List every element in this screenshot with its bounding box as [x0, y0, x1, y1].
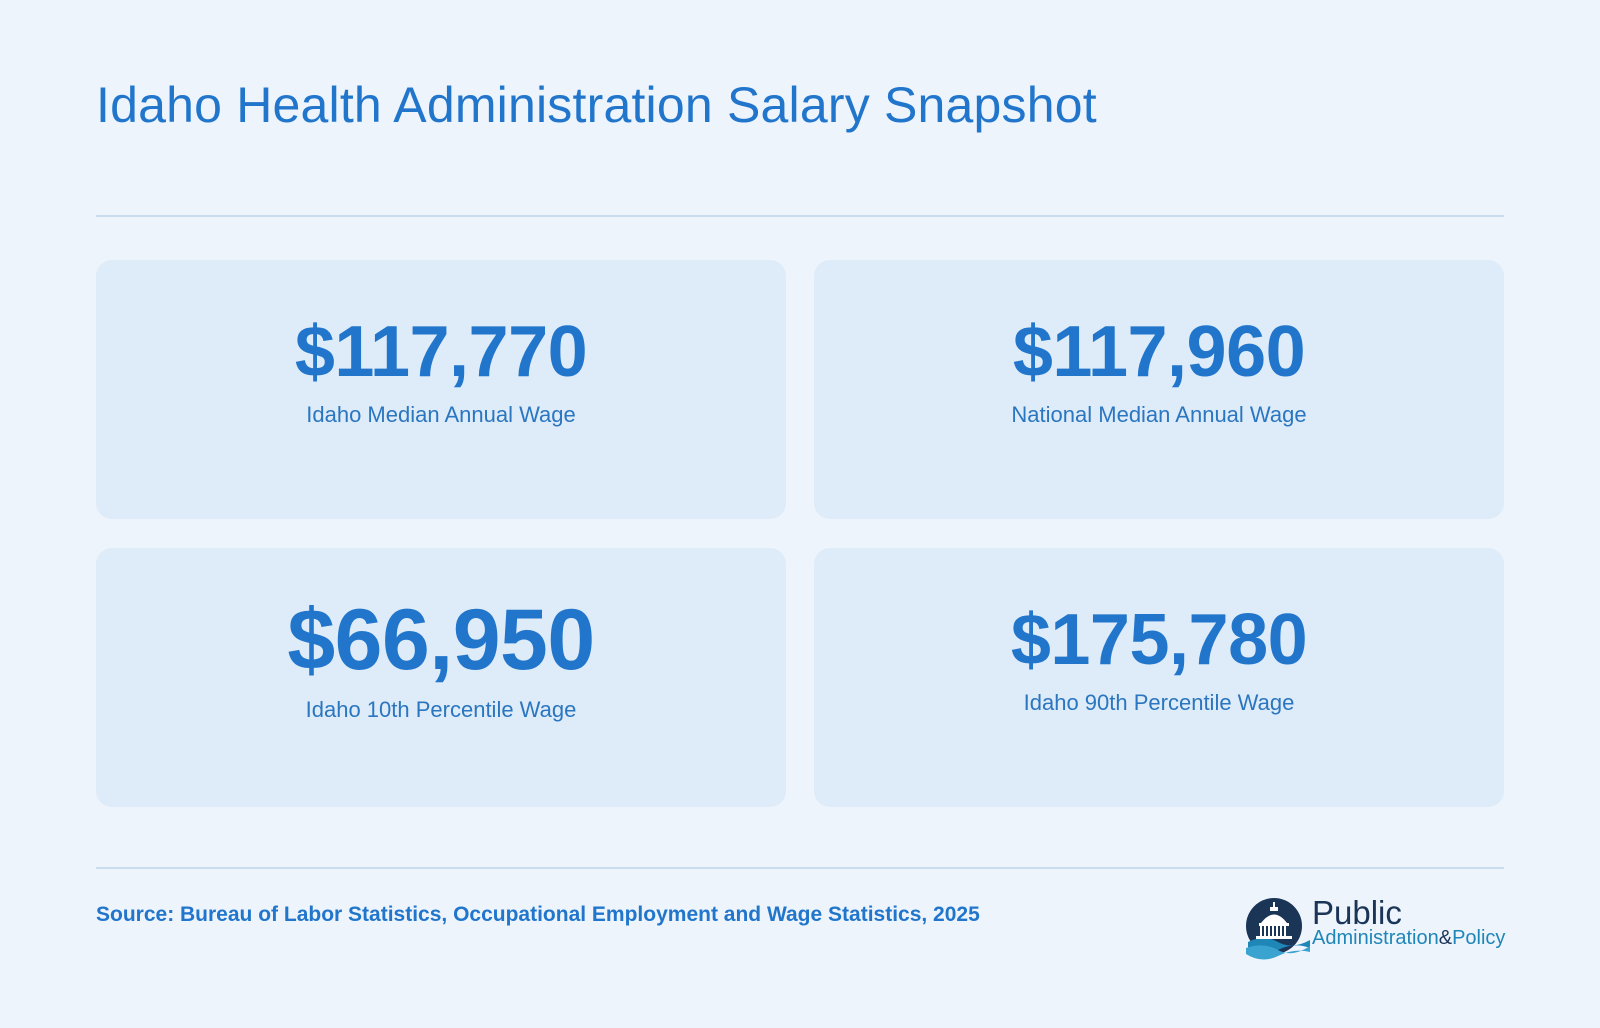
- stat-value: $66,950: [287, 591, 595, 688]
- logo-wordmark-policy: Policy: [1452, 927, 1506, 949]
- stat-value: $175,780: [1010, 599, 1308, 680]
- stat-value: $117,960: [1012, 311, 1306, 392]
- stat-value: $117,770: [294, 311, 588, 392]
- capitol-dome-icon: [1246, 898, 1310, 960]
- source-citation: Source: Bureau of Labor Statistics, Occu…: [96, 903, 980, 926]
- brand-logo: Public Administration&Policy: [1244, 894, 1505, 960]
- logo-wordmark-subtitle: Administration&Policy: [1312, 928, 1505, 948]
- stat-card-idaho-median: $117,770 Idaho Median Annual Wage: [96, 260, 786, 519]
- page-title: Idaho Health Administration Salary Snaps…: [96, 77, 1097, 133]
- top-divider: [96, 215, 1504, 217]
- stat-card-idaho-90th-percentile: $175,780 Idaho 90th Percentile Wage: [814, 548, 1504, 807]
- stat-label: Idaho 10th Percentile Wage: [305, 696, 577, 722]
- logo-wordmark-public: Public: [1312, 894, 1402, 931]
- stat-card-idaho-10th-percentile: $66,950 Idaho 10th Percentile Wage: [96, 548, 786, 807]
- stat-cards: $117,770 Idaho Median Annual Wage $117,9…: [96, 260, 1504, 808]
- logo-wordmark-administration: Administration: [1312, 927, 1439, 949]
- stat-label: National Median Annual Wage: [1011, 401, 1307, 427]
- stat-label: Idaho Median Annual Wage: [306, 401, 576, 427]
- stat-label: Idaho 90th Percentile Wage: [1023, 689, 1295, 715]
- logo-wordmark-ampersand: &: [1438, 927, 1453, 949]
- stat-card-national-median: $117,960 National Median Annual Wage: [814, 260, 1504, 519]
- bottom-divider: [96, 867, 1504, 869]
